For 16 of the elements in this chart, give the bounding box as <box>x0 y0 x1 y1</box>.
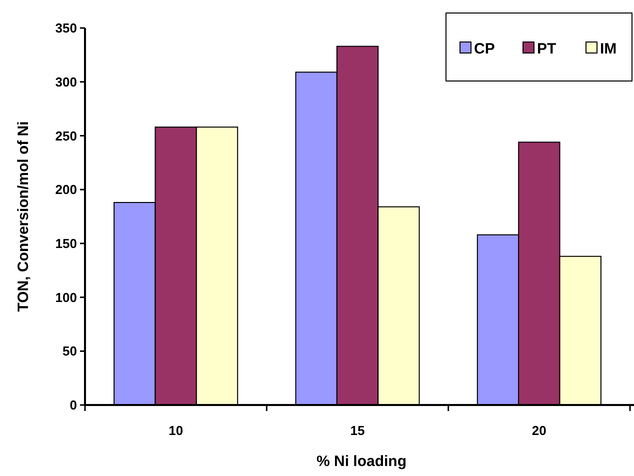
x-tick-label: 15 <box>350 423 365 438</box>
legend-label: CP <box>474 40 495 58</box>
y-tick-label: 150 <box>55 236 77 251</box>
legend-label: PT <box>537 40 556 58</box>
y-tick-label: 350 <box>55 20 77 36</box>
y-tick-label: 0 <box>70 398 77 413</box>
y-tick-label: 300 <box>55 74 77 90</box>
y-tick-label: 200 <box>55 182 77 198</box>
x-axis-title: % Ni loading <box>316 453 406 470</box>
y-tick-label: 50 <box>62 344 77 359</box>
x-tick-label: 10 <box>168 423 184 438</box>
y-tick-label: 100 <box>55 290 77 305</box>
y-tick-label: 250 <box>55 128 77 144</box>
x-tick-label: 20 <box>532 423 546 438</box>
legend-label: IM <box>600 40 617 58</box>
y-axis-title: TON, Conversion/mol of Ni <box>15 121 32 312</box>
